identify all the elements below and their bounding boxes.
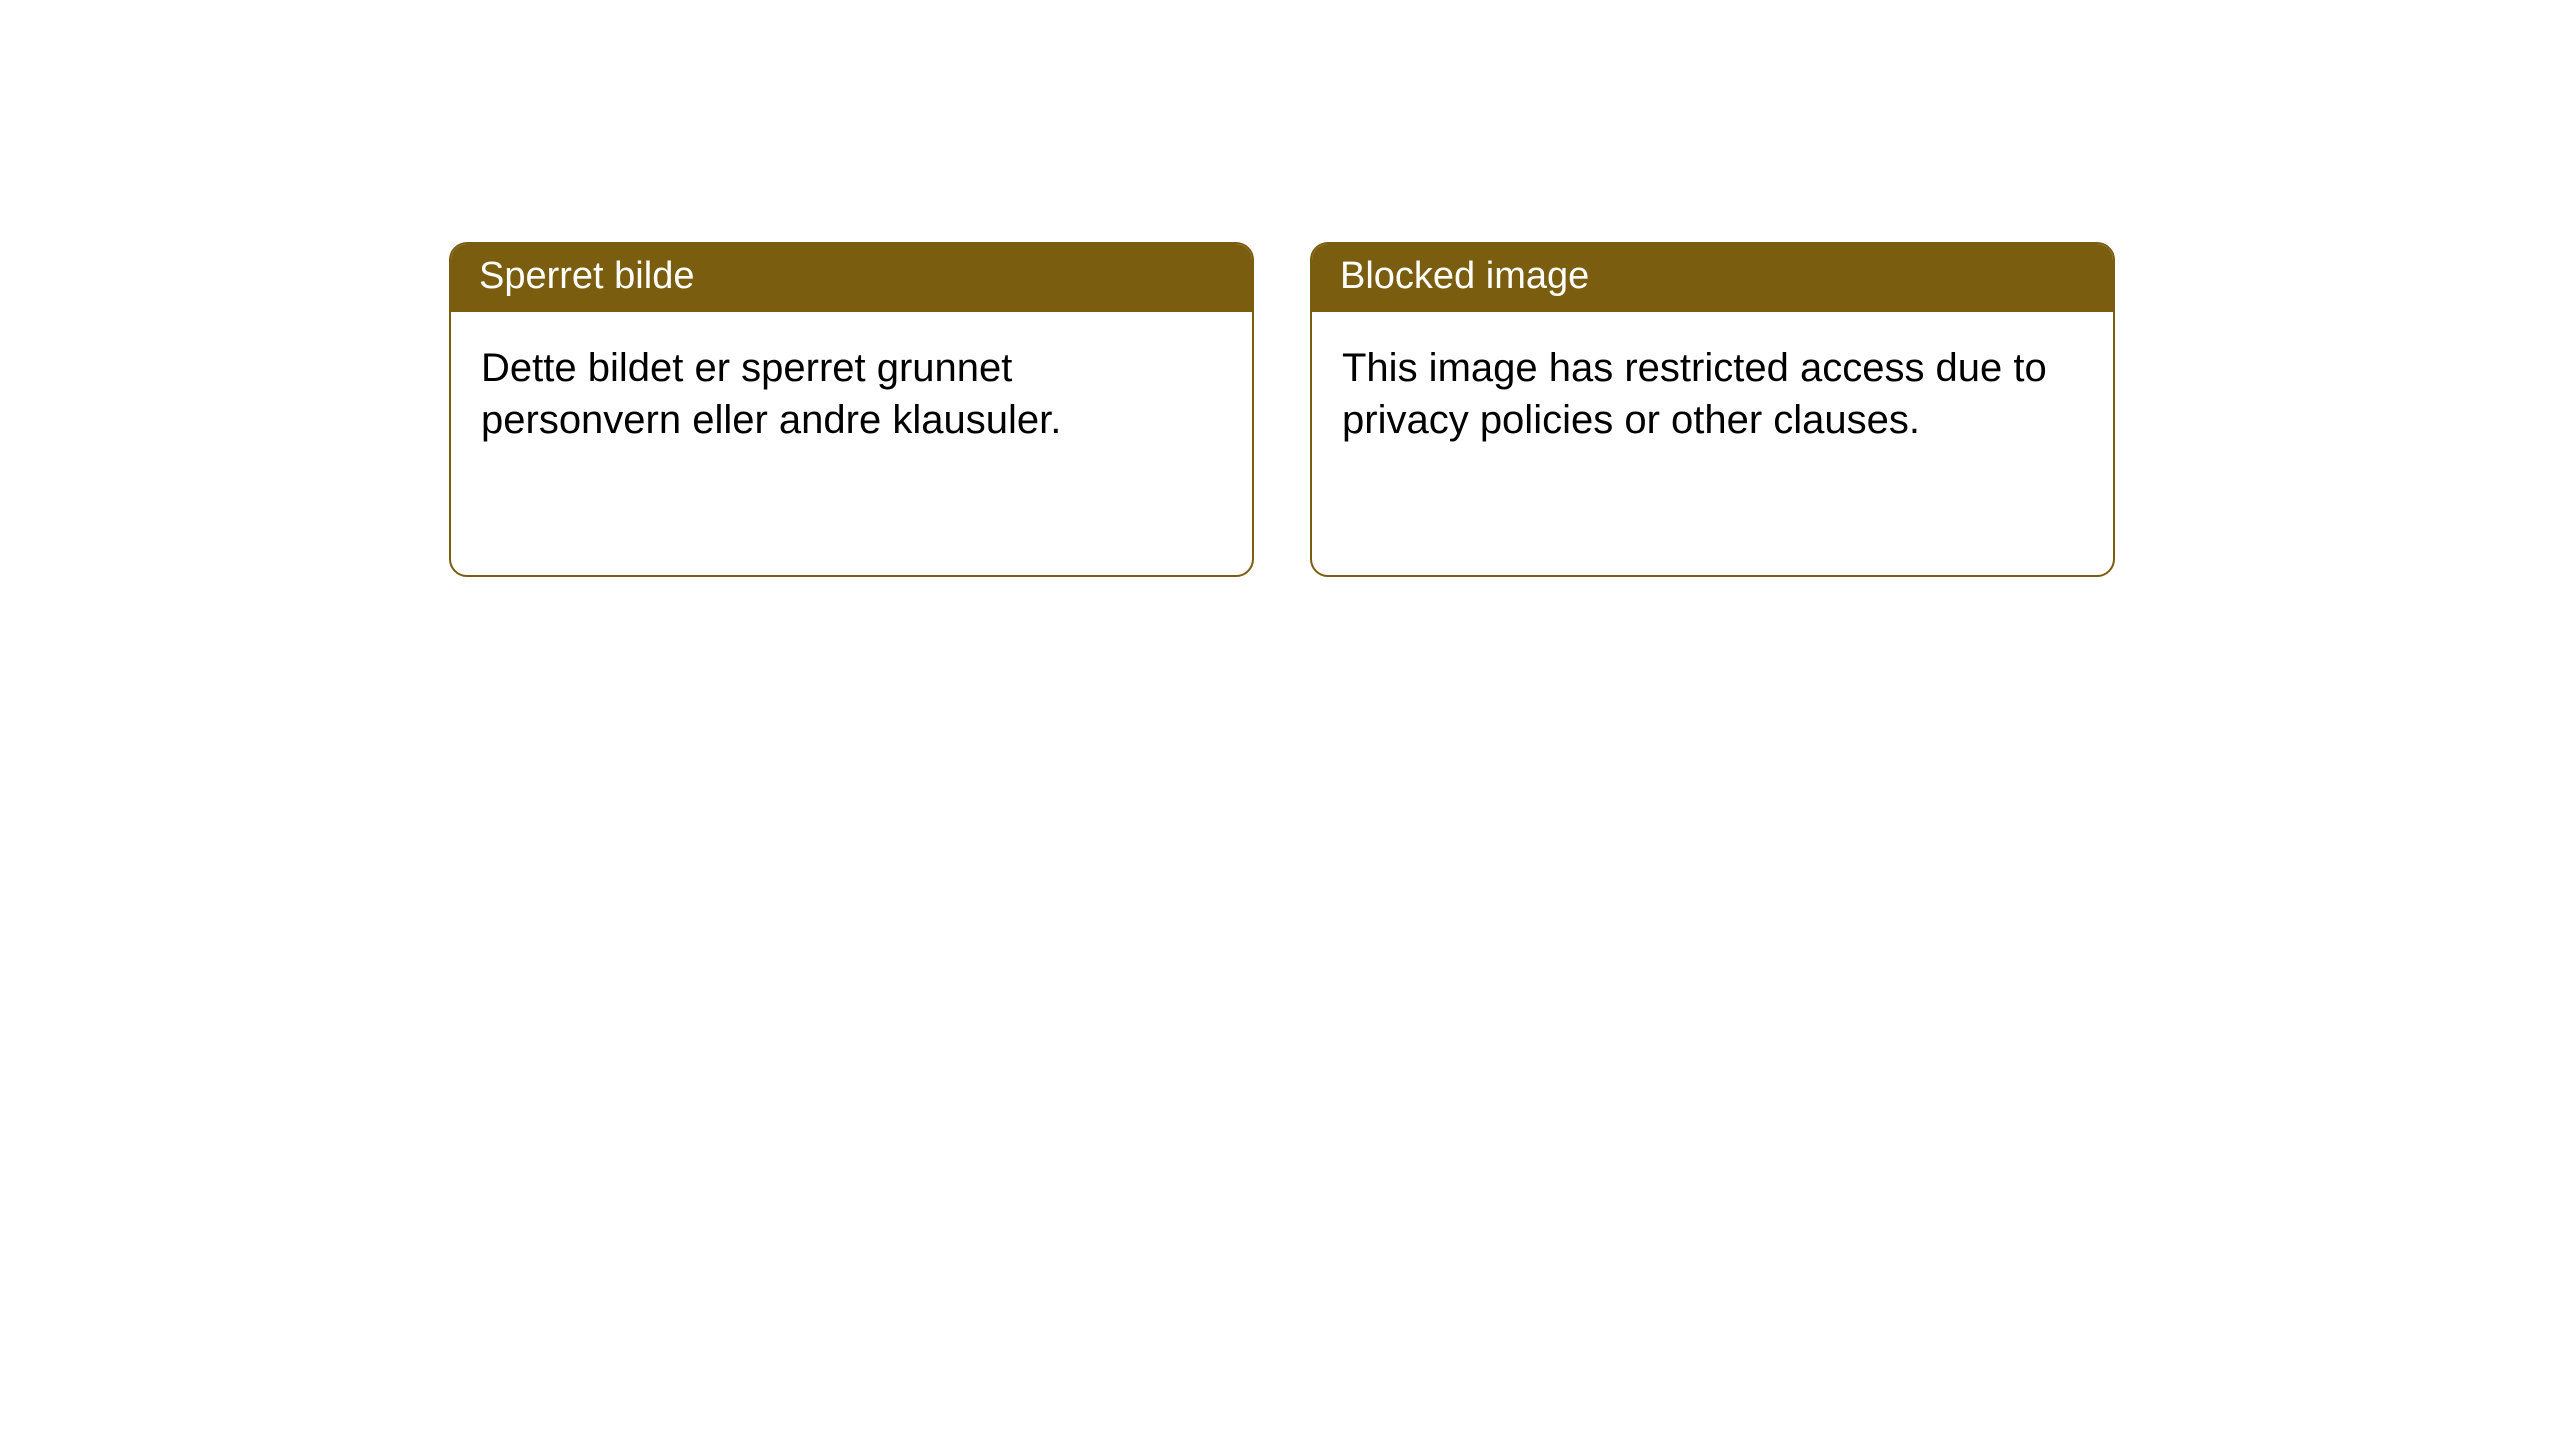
card-body: This image has restricted access due to … xyxy=(1312,312,2113,476)
cards-row: Sperret bilde Dette bildet er sperret gr… xyxy=(449,242,2115,577)
card-body: Dette bildet er sperret grunnet personve… xyxy=(451,312,1252,476)
blocked-image-card-no: Sperret bilde Dette bildet er sperret gr… xyxy=(449,242,1254,577)
blocked-image-card-en: Blocked image This image has restricted … xyxy=(1310,242,2115,577)
card-title: Blocked image xyxy=(1312,244,2113,312)
card-title: Sperret bilde xyxy=(451,244,1252,312)
